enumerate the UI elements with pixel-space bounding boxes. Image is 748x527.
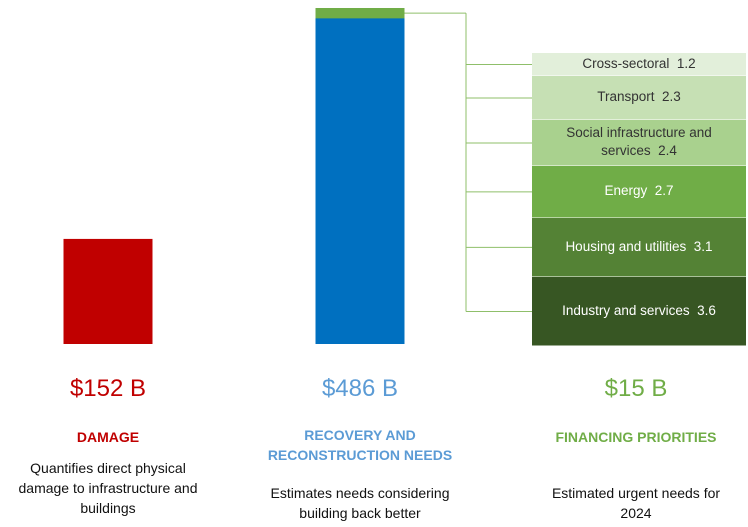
breakdown-segment: Housing and utilities 3.1 — [532, 217, 746, 278]
segment-label: Housing and utilities 3.1 — [565, 238, 712, 256]
damage-bar — [63, 238, 153, 344]
column-description: Estimates needs considering building bac… — [270, 485, 450, 521]
value-label: $15 B — [604, 375, 668, 402]
segment-name: Transport — [597, 89, 655, 105]
segment-value: 3.1 — [693, 238, 713, 254]
segment-value: 3.6 — [697, 303, 716, 319]
breakdown-segment: Transport 2.3 — [532, 75, 746, 120]
segment-value: 2.4 — [658, 143, 677, 159]
column-title: RECOVERY AND RECONSTRUCTION NEEDS — [267, 427, 453, 463]
segment-value: 2.3 — [662, 89, 681, 105]
breakdown-segment: Social infrastructure and services 2.4 — [532, 120, 746, 166]
financing-portion — [315, 8, 405, 19]
column-title: FINANCING PRIORITIES — [555, 429, 717, 445]
breakdown-segment: Industry and services 3.6 — [532, 277, 746, 346]
breakdown-segment: Energy 2.7 — [532, 165, 746, 218]
segment-value: 1.2 — [676, 55, 696, 71]
segment-label: Social infrastructure and services 2.4 — [544, 124, 734, 160]
segment-name: Industry and services — [562, 303, 690, 319]
column-title: DAMAGE — [76, 429, 140, 445]
segment-name: Housing and utilities — [565, 238, 687, 254]
column-description: Quantifies direct physical damage to inf… — [18, 460, 198, 516]
segment-label: Industry and services 3.6 — [562, 302, 716, 320]
value-label: $152 B — [69, 375, 147, 402]
segment-name: Energy — [604, 183, 648, 199]
segment-name: Cross-sectoral — [582, 55, 670, 71]
recovery-bar — [315, 8, 405, 344]
value-label: $486 B — [321, 375, 399, 402]
breakdown-segment: Cross-sectoral 1.2 — [532, 53, 746, 76]
segment-name: Social infrastructure and services — [566, 125, 712, 159]
segment-label: Transport 2.3 — [597, 88, 681, 106]
segment-label: Cross-sectoral 1.2 — [582, 55, 695, 73]
segment-label: Energy 2.7 — [604, 182, 673, 200]
segment-value: 2.7 — [654, 183, 674, 199]
column-description: Estimated urgent needs for 2024 — [551, 485, 721, 521]
